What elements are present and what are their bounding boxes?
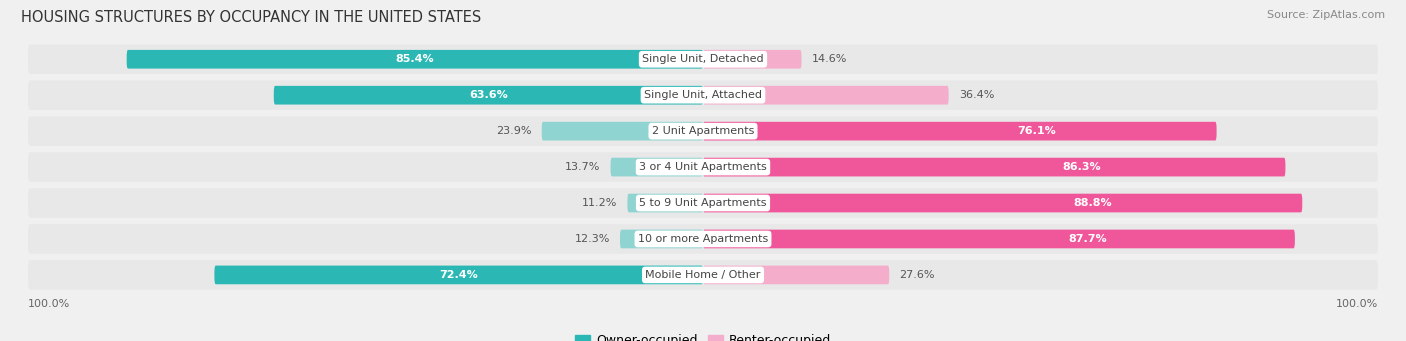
Text: 72.4%: 72.4%: [439, 270, 478, 280]
FancyBboxPatch shape: [28, 45, 1378, 74]
Text: 63.6%: 63.6%: [470, 90, 508, 100]
Text: 23.9%: 23.9%: [496, 126, 531, 136]
Text: 14.6%: 14.6%: [811, 54, 846, 64]
Text: 86.3%: 86.3%: [1063, 162, 1101, 172]
Text: 5 to 9 Unit Apartments: 5 to 9 Unit Apartments: [640, 198, 766, 208]
FancyBboxPatch shape: [28, 152, 1378, 182]
Text: Single Unit, Detached: Single Unit, Detached: [643, 54, 763, 64]
FancyBboxPatch shape: [28, 188, 1378, 218]
Text: Source: ZipAtlas.com: Source: ZipAtlas.com: [1267, 10, 1385, 20]
FancyBboxPatch shape: [28, 116, 1378, 146]
Text: 2 Unit Apartments: 2 Unit Apartments: [652, 126, 754, 136]
FancyBboxPatch shape: [620, 229, 703, 248]
Text: Mobile Home / Other: Mobile Home / Other: [645, 270, 761, 280]
Text: 13.7%: 13.7%: [565, 162, 600, 172]
FancyBboxPatch shape: [703, 194, 1302, 212]
Text: 27.6%: 27.6%: [900, 270, 935, 280]
FancyBboxPatch shape: [274, 86, 703, 105]
Legend: Owner-occupied, Renter-occupied: Owner-occupied, Renter-occupied: [569, 329, 837, 341]
Text: 100.0%: 100.0%: [28, 299, 70, 309]
Text: 87.7%: 87.7%: [1069, 234, 1107, 244]
Text: 11.2%: 11.2%: [582, 198, 617, 208]
FancyBboxPatch shape: [703, 266, 889, 284]
FancyBboxPatch shape: [28, 224, 1378, 254]
Text: 12.3%: 12.3%: [575, 234, 610, 244]
Text: Single Unit, Attached: Single Unit, Attached: [644, 90, 762, 100]
FancyBboxPatch shape: [703, 158, 1285, 176]
Text: 36.4%: 36.4%: [959, 90, 994, 100]
Text: HOUSING STRUCTURES BY OCCUPANCY IN THE UNITED STATES: HOUSING STRUCTURES BY OCCUPANCY IN THE U…: [21, 10, 481, 25]
FancyBboxPatch shape: [541, 122, 703, 140]
Text: 88.8%: 88.8%: [1073, 198, 1112, 208]
Text: 10 or more Apartments: 10 or more Apartments: [638, 234, 768, 244]
FancyBboxPatch shape: [703, 50, 801, 69]
Text: 76.1%: 76.1%: [1018, 126, 1056, 136]
Text: 3 or 4 Unit Apartments: 3 or 4 Unit Apartments: [640, 162, 766, 172]
Text: 85.4%: 85.4%: [395, 54, 434, 64]
FancyBboxPatch shape: [214, 266, 703, 284]
FancyBboxPatch shape: [127, 50, 703, 69]
FancyBboxPatch shape: [28, 80, 1378, 110]
FancyBboxPatch shape: [610, 158, 703, 176]
FancyBboxPatch shape: [703, 86, 949, 105]
FancyBboxPatch shape: [703, 122, 1216, 140]
FancyBboxPatch shape: [703, 229, 1295, 248]
FancyBboxPatch shape: [627, 194, 703, 212]
FancyBboxPatch shape: [28, 260, 1378, 290]
Text: 100.0%: 100.0%: [1336, 299, 1378, 309]
